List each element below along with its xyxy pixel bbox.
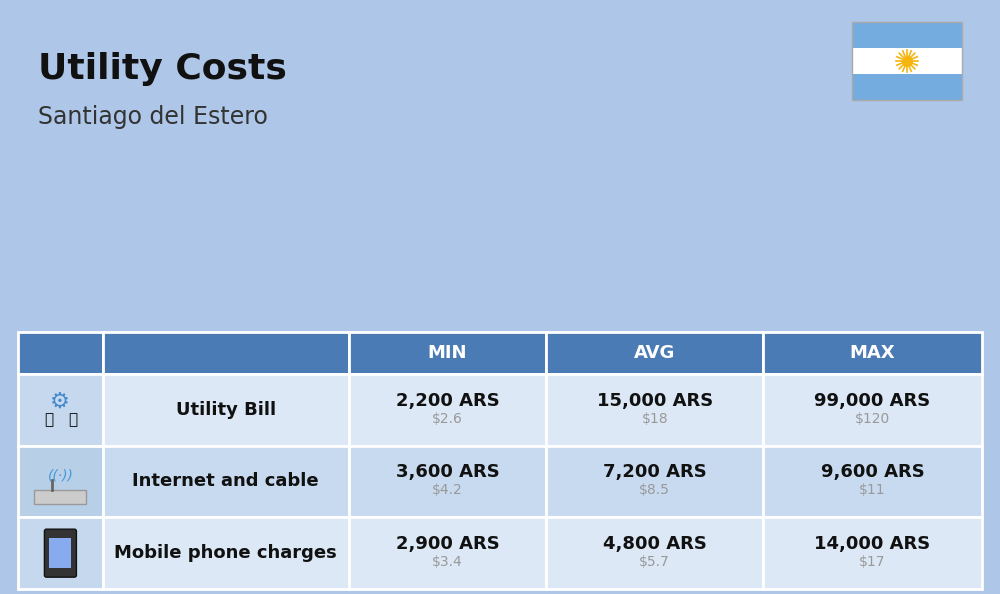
- Text: $4.2: $4.2: [432, 484, 463, 498]
- Bar: [546, 446, 763, 517]
- Text: $2.6: $2.6: [432, 412, 463, 426]
- Bar: [18, 374, 103, 446]
- Bar: [103, 446, 349, 517]
- Bar: [852, 48, 962, 74]
- Text: 4,800 ARS: 4,800 ARS: [603, 535, 707, 553]
- Text: 2,200 ARS: 2,200 ARS: [396, 392, 499, 410]
- Bar: [852, 22, 962, 48]
- Bar: [546, 374, 763, 446]
- Text: $18: $18: [641, 412, 668, 426]
- Text: Internet and cable: Internet and cable: [132, 472, 319, 491]
- Bar: [34, 489, 86, 504]
- Text: 3,600 ARS: 3,600 ARS: [396, 463, 499, 482]
- Text: Santiago del Estero: Santiago del Estero: [38, 105, 268, 129]
- Text: AVG: AVG: [634, 344, 675, 362]
- Text: 15,000 ARS: 15,000 ARS: [597, 392, 713, 410]
- Bar: [349, 374, 546, 446]
- Text: 2,900 ARS: 2,900 ARS: [396, 535, 499, 553]
- Text: ⚙: ⚙: [50, 392, 70, 412]
- Text: $17: $17: [859, 555, 886, 569]
- Bar: [852, 22, 962, 100]
- Text: $120: $120: [855, 412, 890, 426]
- Bar: [349, 332, 546, 374]
- Text: ((·)): ((·)): [47, 469, 73, 482]
- Bar: [18, 446, 103, 517]
- Text: Utility Costs: Utility Costs: [38, 52, 287, 86]
- Text: $3.4: $3.4: [432, 555, 463, 569]
- FancyBboxPatch shape: [44, 529, 76, 577]
- Bar: [103, 374, 349, 446]
- Bar: [852, 74, 962, 100]
- Text: $11: $11: [859, 484, 886, 498]
- Bar: [103, 517, 349, 589]
- Text: Utility Bill: Utility Bill: [176, 401, 276, 419]
- Bar: [763, 374, 982, 446]
- Bar: [763, 517, 982, 589]
- Bar: [103, 332, 349, 374]
- Text: $8.5: $8.5: [639, 484, 670, 498]
- Bar: [763, 332, 982, 374]
- Bar: [18, 517, 103, 589]
- Text: 🔋: 🔋: [44, 412, 53, 427]
- Bar: [546, 517, 763, 589]
- Text: 7,200 ARS: 7,200 ARS: [603, 463, 707, 482]
- Text: Mobile phone charges: Mobile phone charges: [114, 544, 337, 562]
- Bar: [349, 446, 546, 517]
- Bar: [546, 332, 763, 374]
- Bar: [49, 538, 71, 568]
- Bar: [349, 517, 546, 589]
- Bar: [763, 446, 982, 517]
- Text: 9,600 ARS: 9,600 ARS: [821, 463, 924, 482]
- Text: $5.7: $5.7: [639, 555, 670, 569]
- Text: 14,000 ARS: 14,000 ARS: [814, 535, 931, 553]
- Text: MAX: MAX: [850, 344, 895, 362]
- Text: 99,000 ARS: 99,000 ARS: [814, 392, 931, 410]
- Text: MIN: MIN: [428, 344, 467, 362]
- Text: 💡: 💡: [68, 412, 77, 427]
- Bar: [18, 332, 103, 374]
